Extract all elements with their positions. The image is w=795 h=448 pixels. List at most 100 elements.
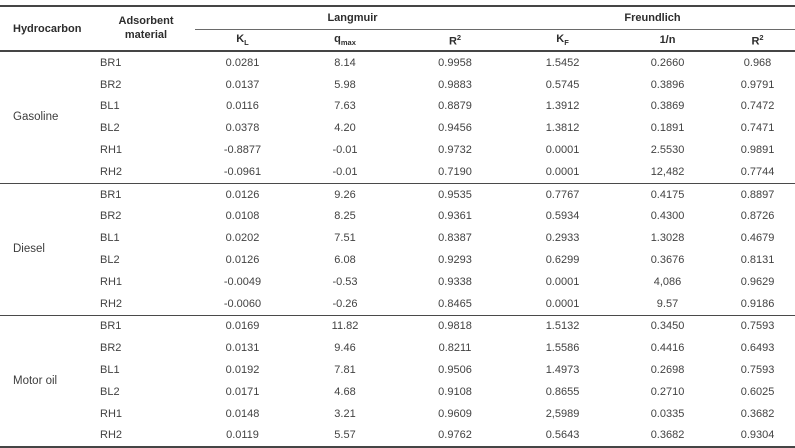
value-cell: 0.3869 xyxy=(650,100,685,113)
value-cell: 3.21 xyxy=(334,407,356,420)
table-row: Gasoline BR1 0.0281 8.14 0.9958 1.5452 0… xyxy=(0,51,795,124)
adsorbent-cell: BR1 xyxy=(100,56,122,69)
value-cell: 2,5989 xyxy=(545,407,580,420)
value-cell: 0.3896 xyxy=(650,78,685,91)
value-cell: 9.57 xyxy=(656,297,679,310)
header-symbol: K xyxy=(236,32,245,45)
value-cell: 0.0137 xyxy=(225,78,260,91)
group-diesel: Diesel BR1 0.0126 9.26 0.9535 0.7767 0.4… xyxy=(0,183,795,316)
adsorbent-cell: BR2 xyxy=(100,78,122,91)
value-cell: 0.7472 xyxy=(740,100,775,113)
adsorbent-cell: RH1 xyxy=(100,144,123,157)
adsorbent-cell: RH1 xyxy=(100,275,123,288)
value-cell: 0.0116 xyxy=(226,100,259,113)
value-cell: 0.8387 xyxy=(438,232,472,245)
value-cell: 0.0126 xyxy=(225,254,260,267)
header-superscript: 2 xyxy=(759,32,764,42)
value-cell: 0.3682 xyxy=(740,407,775,420)
value-cell: 0.9791 xyxy=(740,78,775,91)
adsorbent-cell: BR1 xyxy=(100,188,122,201)
header-symbol: K xyxy=(556,32,565,45)
table-row: BL2 0.0126 6.08 0.9293 0.6299 0.3676 0.8… xyxy=(0,249,795,271)
col-header-r2-freundlich: R2 xyxy=(720,30,795,52)
value-cell: 0.0169 xyxy=(225,320,260,333)
value-cell: 0.3676 xyxy=(650,254,685,267)
value-cell: 0.8465 xyxy=(438,297,472,310)
group-header-langmuir: Langmuir xyxy=(195,6,511,30)
table-header: Hydrocarbon Adsorbent material Langmuir … xyxy=(0,6,795,51)
table-row: BR2 0.0131 9.46 0.8211 1.5586 0.4416 0.6… xyxy=(0,337,795,359)
value-cell: 0.0126 xyxy=(225,188,260,201)
value-cell: 0.0171 xyxy=(225,385,260,398)
value-cell: 0.7744 xyxy=(740,165,775,178)
adsorbent-cell: BL1 xyxy=(100,364,120,377)
value-cell: 0.0001 xyxy=(545,165,580,178)
table-row: RH2 0.0119 5.57 0.9762 0.5643 0.3682 0.9… xyxy=(0,425,795,448)
value-cell: 0.4175 xyxy=(650,188,685,201)
hydrocarbon-label: Diesel xyxy=(13,243,45,256)
value-cell: -0.0961 xyxy=(223,165,262,178)
value-cell: -0.26 xyxy=(332,297,358,310)
value-cell: 0.7471 xyxy=(740,122,775,135)
value-cell: 9.26 xyxy=(334,188,356,201)
value-cell: 0.3682 xyxy=(650,429,685,442)
value-cell: -0.01 xyxy=(332,165,358,178)
value-cell: 0.9108 xyxy=(438,385,472,398)
value-cell: 4.20 xyxy=(334,122,356,135)
value-cell: 0.8726 xyxy=(740,210,775,223)
value-cell: 4.68 xyxy=(334,385,356,398)
col-header-kf: KF xyxy=(510,30,615,52)
value-cell: 11.82 xyxy=(331,320,359,333)
value-cell: -0.53 xyxy=(332,275,358,288)
value-cell: 0.8879 xyxy=(438,100,472,113)
value-cell: 0.9891 xyxy=(740,144,775,157)
value-cell: 0.9186 xyxy=(740,297,775,310)
group-gasoline: Gasoline BR1 0.0281 8.14 0.9958 1.5452 0… xyxy=(0,51,795,184)
value-cell: 0.9535 xyxy=(438,188,472,201)
value-cell: 0.0001 xyxy=(545,275,580,288)
adsorbent-cell: BR2 xyxy=(100,342,122,355)
table-row: Diesel BR1 0.0126 9.26 0.9535 0.7767 0.4… xyxy=(0,183,795,256)
table-row: BR2 0.0108 8.25 0.9361 0.5934 0.4300 0.8… xyxy=(0,206,795,228)
value-cell: 4,086 xyxy=(653,275,682,288)
value-cell: -0.0049 xyxy=(223,275,262,288)
value-cell: 7.81 xyxy=(334,364,356,377)
value-cell: 0.968 xyxy=(743,56,772,69)
value-cell: -0.01 xyxy=(332,144,358,157)
table-row: BR2 0.0137 5.98 0.9883 0.5745 0.3896 0.9… xyxy=(0,74,795,96)
hydrocarbon-label: Motor oil xyxy=(13,374,58,387)
value-cell: 0.6025 xyxy=(740,385,775,398)
value-cell: 0.9762 xyxy=(438,429,472,442)
col-header-hydrocarbon: Hydrocarbon xyxy=(13,22,82,35)
value-cell: 1.3028 xyxy=(650,232,685,245)
value-cell: 0.9361 xyxy=(438,210,472,223)
header-subscript: max xyxy=(340,38,356,48)
value-cell: 0.0148 xyxy=(225,407,260,420)
table-row: BL1 0.0192 7.81 0.9506 1.4973 0.2698 0.7… xyxy=(0,359,795,381)
adsorbent-cell: BL2 xyxy=(100,122,120,135)
value-cell: 0.8897 xyxy=(740,188,775,201)
value-cell: 0.9629 xyxy=(740,275,775,288)
value-cell: 0.2660 xyxy=(650,56,685,69)
group-motor-oil: Motor oil BR1 0.0169 11.82 0.9818 1.5132… xyxy=(0,315,795,447)
value-cell: 7.51 xyxy=(334,232,356,245)
table-row: BL2 0.0378 4.20 0.9456 1.3812 0.1891 0.7… xyxy=(0,117,795,139)
value-cell: 0.0108 xyxy=(225,210,260,223)
value-cell: 0.9293 xyxy=(438,254,472,267)
value-cell: 0.9958 xyxy=(438,56,472,69)
value-cell: 0.7190 xyxy=(438,165,472,178)
value-cell: 0.0119 xyxy=(226,429,259,442)
value-cell: -0.0060 xyxy=(223,297,262,310)
value-cell: 0.0131 xyxy=(225,342,260,355)
header-subscript: F xyxy=(564,38,569,48)
value-cell: -0.8877 xyxy=(223,144,262,157)
col-header-adsorbent-material: Adsorbent material xyxy=(118,15,174,41)
value-cell: 0.0001 xyxy=(545,144,580,157)
value-cell: 0.0001 xyxy=(545,297,580,310)
value-cell: 0.5745 xyxy=(545,78,580,91)
value-cell: 0.8655 xyxy=(545,385,580,398)
adsorbent-cell: RH1 xyxy=(100,407,123,420)
adsorbent-cell: BR1 xyxy=(100,320,122,333)
value-cell: 12,482 xyxy=(650,165,685,178)
value-cell: 9.46 xyxy=(334,342,356,355)
